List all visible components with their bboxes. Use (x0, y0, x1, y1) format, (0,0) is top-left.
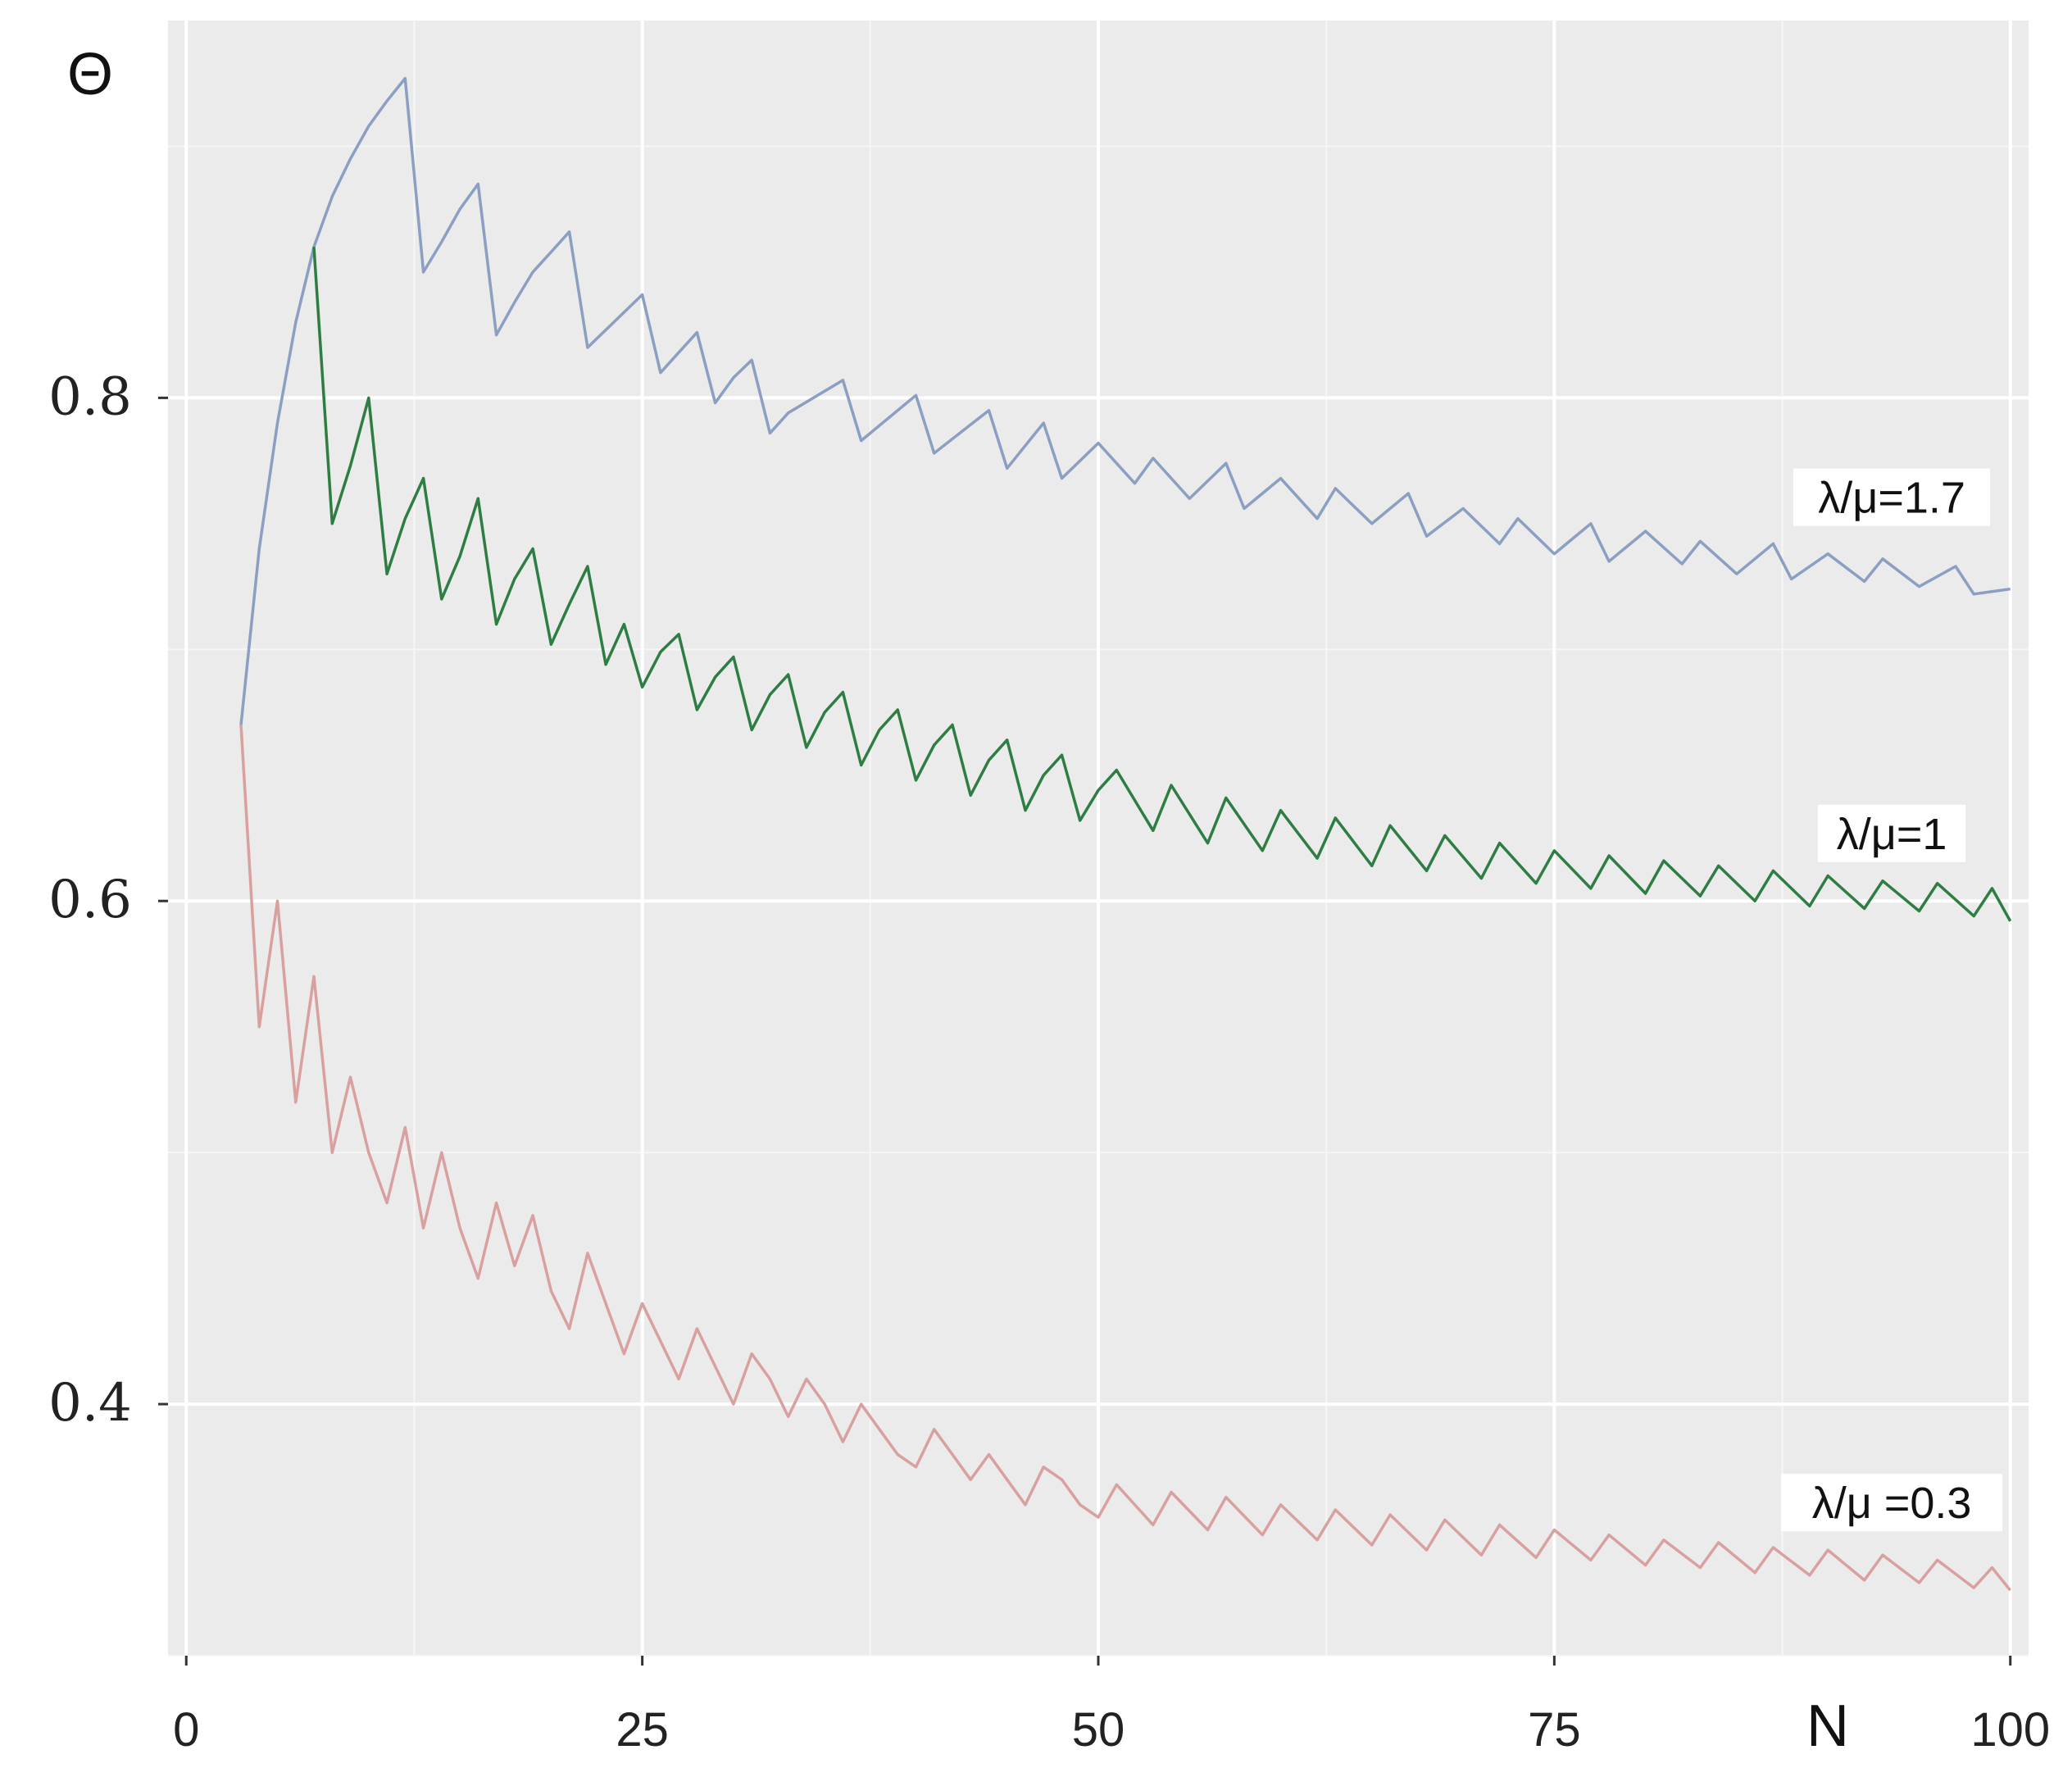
series-label-2: λ/μ =0.3 (1781, 1474, 2003, 1532)
y-tick-label: 0.8 (48, 366, 132, 427)
x-tick-label: 75 (1528, 1703, 1581, 1757)
series-line-1 (312, 247, 2012, 922)
series-label-box (1781, 1474, 2003, 1532)
series-line-0 (239, 76, 2011, 725)
x-tick-label: 100 (1970, 1703, 2050, 1757)
y-tick-label: 0.4 (48, 1373, 132, 1434)
series-label-text: λ/μ=1 (1837, 810, 1947, 859)
series-label-0: λ/μ=1.7 (1793, 468, 1991, 526)
x-tick-label: 0 (173, 1703, 199, 1757)
grid-major (168, 20, 2029, 1656)
series-label-text: λ/μ=1.7 (1818, 474, 1965, 523)
series-label-1: λ/μ=1 (1818, 804, 1966, 862)
series-layer (239, 76, 2012, 1592)
x-tick-label: 50 (1072, 1703, 1125, 1757)
series-line-2 (239, 725, 2012, 1592)
series-label-box (1793, 468, 1991, 526)
y-tick-label: 0.6 (48, 870, 132, 930)
series-label-text: λ/μ =0.3 (1812, 1479, 1972, 1528)
annotation-layer: λ/μ=1.7 λ/μ=1 λ/μ =0.3 (1781, 468, 2003, 1532)
x-tick-label: 25 (616, 1703, 669, 1757)
y-axis-title: Θ (67, 42, 113, 107)
x-axis-title: N (1806, 1693, 1849, 1759)
tick-layer: 0 25 50 75 100 0.4 0.6 0.8 (48, 366, 2050, 1757)
series-label-box (1818, 804, 1966, 862)
